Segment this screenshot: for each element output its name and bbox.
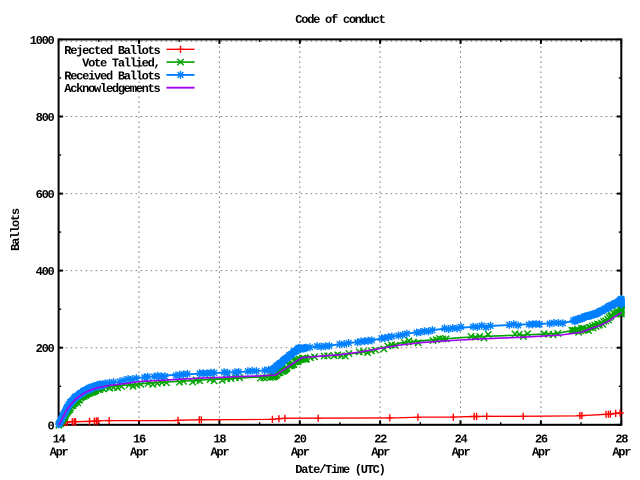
svg-text:1000: 1000 — [30, 34, 55, 48]
svg-text:20: 20 — [294, 433, 307, 447]
svg-text:Apr: Apr — [452, 446, 471, 460]
svg-text:400: 400 — [36, 265, 55, 279]
svg-text:16: 16 — [133, 433, 146, 447]
svg-text:14: 14 — [53, 433, 66, 447]
svg-text:Apr: Apr — [291, 446, 310, 460]
svg-text:22: 22 — [374, 433, 387, 447]
svg-text:Date/Time (UTC): Date/Time (UTC) — [295, 463, 384, 477]
svg-text:28: 28 — [615, 433, 628, 447]
svg-text:Ballots: Ballots — [9, 208, 23, 251]
svg-text:26: 26 — [535, 433, 548, 447]
svg-text:Apr: Apr — [532, 446, 551, 460]
svg-text:0: 0 — [48, 419, 55, 433]
svg-text:Apr: Apr — [371, 446, 390, 460]
svg-text:Acknowledgements: Acknowledgements — [64, 82, 160, 96]
svg-text:Apr: Apr — [130, 446, 149, 460]
svg-text:Apr: Apr — [50, 446, 69, 460]
svg-text:Received Ballots: Received Ballots — [64, 69, 160, 83]
svg-text:200: 200 — [36, 342, 55, 356]
svg-text:Apr: Apr — [612, 446, 631, 460]
svg-text:Vote Tallied,: Vote Tallied, — [82, 57, 159, 71]
svg-text:600: 600 — [36, 188, 55, 202]
svg-text:Code of conduct: Code of conduct — [295, 13, 385, 27]
svg-text:800: 800 — [36, 111, 55, 125]
svg-text:Rejected Ballots: Rejected Ballots — [64, 44, 160, 58]
svg-text:Apr: Apr — [210, 446, 229, 460]
svg-text:18: 18 — [213, 433, 226, 447]
svg-text:24: 24 — [455, 433, 468, 447]
